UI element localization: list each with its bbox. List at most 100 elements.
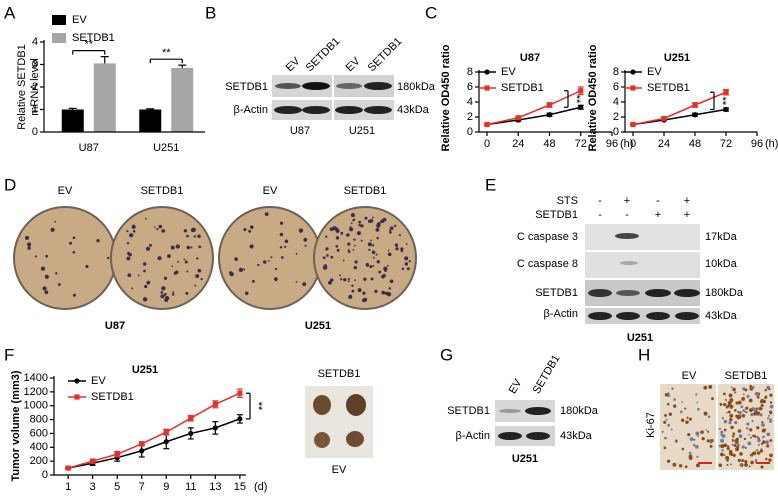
colony: [186, 270, 189, 273]
image-label: SETDB1: [725, 370, 768, 382]
nucleus: [762, 440, 766, 444]
colony: [268, 259, 270, 262]
nucleus: [743, 437, 747, 441]
colony: [42, 286, 47, 291]
photo-label: EV: [332, 464, 347, 476]
nucleus: [726, 411, 728, 414]
colony: [360, 224, 364, 228]
colony: [163, 292, 167, 296]
colony: [404, 256, 409, 261]
colony: [183, 258, 186, 261]
colony: [302, 282, 307, 287]
colony: [351, 284, 354, 287]
colony: [372, 256, 375, 259]
colony: [387, 249, 390, 252]
colony: [388, 229, 391, 232]
nucleus: [724, 398, 728, 402]
sign: -: [598, 195, 602, 207]
nucleus: [764, 428, 767, 431]
nucleus: [752, 451, 757, 456]
panel-letter: C: [425, 3, 437, 22]
nucleus: [759, 449, 764, 453]
colony: [335, 236, 340, 240]
nucleus: [741, 413, 746, 418]
nucleus: [744, 446, 747, 449]
colony: [72, 250, 76, 254]
nucleus: [697, 435, 699, 438]
nucleus: [751, 419, 754, 423]
colony: [332, 226, 337, 231]
colony: [390, 226, 394, 229]
group-label: U251: [349, 125, 375, 137]
size-label: 10kDa: [705, 258, 738, 270]
legend-label: EV: [501, 66, 516, 78]
colony: [170, 245, 175, 250]
significance: **: [252, 402, 264, 411]
nucleus: [764, 396, 768, 400]
nucleus: [769, 420, 772, 423]
colony: [349, 226, 352, 229]
dish: [110, 206, 214, 310]
colony: [132, 230, 136, 233]
colony: [328, 280, 332, 285]
size-label: 180kDa: [705, 287, 744, 299]
colony: [284, 239, 289, 244]
colony: [160, 294, 165, 299]
y-tick-label: 600: [30, 427, 48, 439]
y-tick-label: 200: [30, 455, 48, 467]
colony: [408, 260, 411, 263]
colony: [129, 233, 134, 238]
colony: [144, 284, 148, 289]
colony: [27, 242, 32, 247]
sign: +: [655, 209, 661, 221]
chart-title: U251: [664, 52, 690, 64]
x-tick-label: U251: [153, 142, 179, 154]
series-line: [632, 91, 727, 126]
group-label: U87: [105, 320, 125, 332]
nucleus: [720, 430, 724, 434]
y-tick-label: 1000: [24, 400, 48, 412]
colony: [372, 216, 374, 219]
colony: [54, 220, 57, 223]
colony: [50, 227, 55, 232]
colony: [160, 291, 164, 294]
nucleus: [686, 416, 689, 419]
nucleus: [755, 407, 759, 411]
nucleus: [720, 438, 725, 443]
nucleus: [741, 445, 745, 449]
colony: [34, 255, 37, 258]
nucleus: [720, 452, 724, 457]
colony: [362, 298, 367, 303]
nucleus: [703, 411, 708, 416]
colony: [270, 256, 273, 259]
nucleus: [671, 387, 674, 390]
tumor-photo: [305, 386, 373, 458]
nucleus: [744, 460, 748, 464]
colony: [401, 267, 405, 271]
x-tick-label: 48: [543, 138, 555, 150]
nucleus: [744, 389, 747, 392]
colony: [175, 244, 180, 249]
nucleus: [685, 420, 689, 424]
nucleus: [734, 420, 738, 425]
colony: [356, 231, 361, 236]
marker: [515, 115, 521, 121]
nucleus: [731, 435, 735, 438]
marker: [578, 88, 584, 94]
sign: +: [624, 195, 630, 207]
colony: [184, 260, 188, 264]
row-label: SETDB1: [535, 287, 578, 299]
colony: [145, 246, 151, 251]
y-axis-label: Tumor volume (mm3): [10, 370, 22, 481]
colony: [262, 260, 267, 264]
y-axis-label: Relative OD450 ratio: [440, 44, 452, 151]
dish-images: [13, 206, 417, 310]
bar: [171, 67, 194, 132]
legend-label: SETDB1: [91, 391, 134, 403]
nucleus: [746, 422, 750, 426]
colony: [375, 227, 380, 232]
colony: [44, 274, 49, 279]
panel-letter: H: [638, 345, 650, 364]
nucleus: [757, 438, 761, 443]
nucleus: [725, 455, 730, 460]
